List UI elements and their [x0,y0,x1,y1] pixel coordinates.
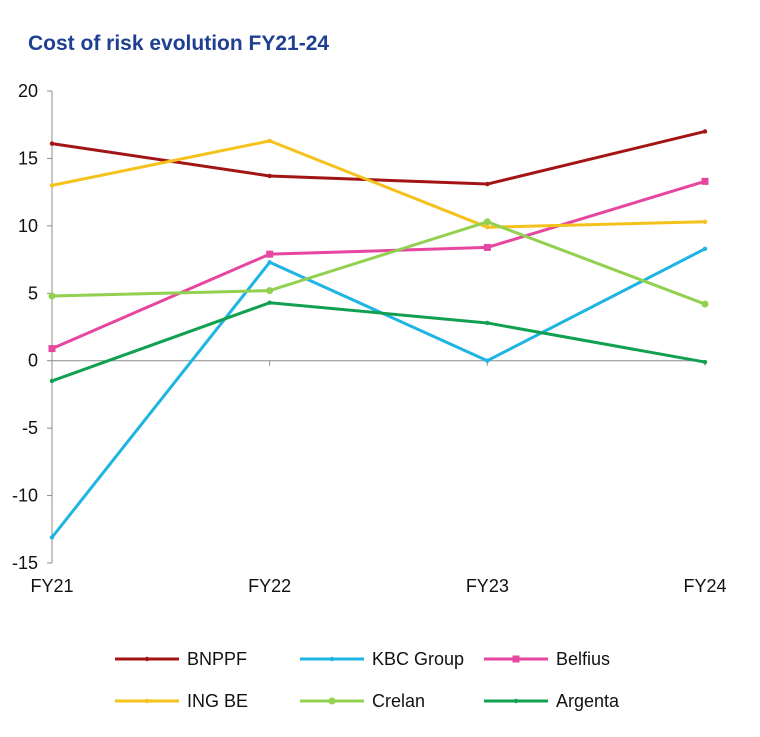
series-crelan [48,218,709,308]
y-tick-label: 20 [18,81,38,101]
data-point [49,378,55,384]
data-point [485,181,490,187]
x-tick-label: FY21 [30,576,73,596]
data-point [702,219,708,225]
legend-item-ing-be: ING BE [115,691,248,711]
series-line-argenta [51,301,706,383]
data-point [267,138,272,144]
series-layer [48,129,709,540]
y-tick-label: 10 [18,216,38,236]
legend-item-kbc-group: KBC Group [300,649,464,669]
data-point [485,225,490,230]
legend-label: Belfius [556,649,610,669]
data-point [49,141,55,146]
data-point [702,129,708,134]
legend-marker [328,697,336,705]
data-point [485,358,490,363]
legend-marker [513,698,519,704]
y-tick-label: 0 [28,351,38,371]
data-point [485,320,490,326]
y-tick-label: -5 [22,418,38,438]
series-line-crelan [51,220,706,306]
x-tick-label: FY22 [248,576,291,596]
series-ing-be [49,138,708,230]
data-point [48,292,56,300]
data-point [49,535,55,540]
data-point [267,300,272,305]
data-point [483,243,491,251]
legend-item-crelan: Crelan [300,691,425,711]
data-point [48,345,56,353]
data-point [266,250,274,258]
y-tick-label: -10 [12,486,38,506]
data-point [701,300,709,308]
chart-title: Cost of risk evolution FY21-24 [28,32,330,55]
y-tick-label: -15 [12,553,38,573]
series-line-belfius [51,179,706,350]
data-point [483,218,491,226]
data-point [267,260,272,265]
data-point [701,177,709,185]
legend-item-argenta: Argenta [484,691,620,711]
legend-marker [512,655,520,663]
series-line-bnppf [51,129,706,186]
legend-label: BNPPF [187,649,247,669]
y-tick-label: 5 [28,283,38,303]
legend-label: KBC Group [372,649,464,669]
legend-label: Crelan [372,691,425,711]
legend-item-bnppf: BNPPF [115,649,247,669]
legend-marker [329,656,335,662]
series-bnppf [49,129,708,187]
data-point [266,287,274,295]
data-point [702,246,708,251]
series-belfius [48,177,709,353]
axes: 20 15 10 5 0 -5 -10 -15 FY21 FY22 FY23 FY24 [12,81,727,596]
legend-item-belfius: Belfius [484,649,610,669]
legend-label: Argenta [556,691,620,711]
series-kbc-group [49,246,708,540]
x-tick-label: FY23 [466,576,509,596]
x-tick-label: FY24 [683,576,726,596]
legend: BNPPF KBC Group Belfius ING BE Crelan Argenta [115,649,620,711]
legend-marker [144,656,150,662]
legend-label: ING BE [187,691,248,711]
legend-marker [144,698,150,704]
series-argenta [49,300,708,384]
data-point [49,183,55,188]
data-point [702,359,708,365]
data-point [267,173,272,179]
series-line-ing-be [51,139,706,229]
y-tick-label: 15 [18,148,38,168]
